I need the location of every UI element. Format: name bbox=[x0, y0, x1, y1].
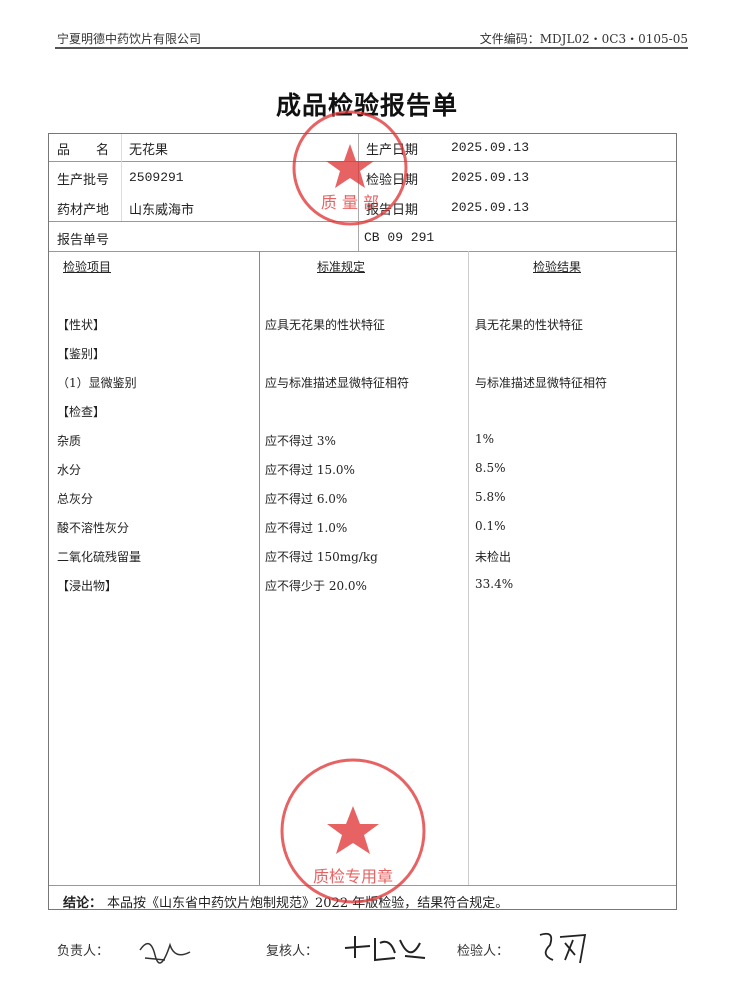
reviewer-label: 复核人： bbox=[266, 944, 319, 959]
row-result: 具无花果的性状特征 bbox=[475, 318, 584, 332]
row-item: 水分 bbox=[57, 463, 82, 477]
row-result: 8.5% bbox=[475, 461, 506, 475]
row-item: （1）显微鉴别 bbox=[57, 376, 137, 390]
row-result: 5.8% bbox=[475, 490, 506, 504]
origin-label: 药材产地 bbox=[57, 203, 110, 218]
company-name: 宁夏明德中药饮片有限公司 bbox=[57, 32, 202, 46]
quality-inspection-stamp: 质检专用章 bbox=[280, 758, 426, 904]
responsible-label: 负责人： bbox=[57, 944, 110, 959]
conclusion-label: 结论： bbox=[63, 896, 103, 911]
quality-dept-stamp: 质 量 部 bbox=[292, 110, 408, 226]
row-item: 【性状】 bbox=[57, 318, 106, 332]
batch-label: 生产批号 bbox=[57, 173, 110, 188]
reviewer-signature bbox=[344, 936, 426, 962]
row-item: 二氧化硫残留量 bbox=[57, 550, 142, 564]
row-result: 33.4% bbox=[475, 577, 514, 591]
row-standard: 应与标准描述显微特征相符 bbox=[265, 376, 410, 390]
row-item: 【浸出物】 bbox=[57, 579, 118, 593]
row-item: 【鉴别】 bbox=[57, 347, 106, 361]
product-name: 无花果 bbox=[129, 143, 169, 158]
row-standard: 应具无花果的性状特征 bbox=[265, 318, 386, 332]
report-table: 品 名 无花果 生产批号 2509291 药材产地 山东威海市 生产日期 202… bbox=[48, 133, 677, 911]
responsible-signature bbox=[139, 942, 191, 964]
svg-text:质检专用章: 质检专用章 bbox=[313, 867, 393, 886]
row-standard: 应不得过 150mg/kg bbox=[265, 550, 378, 564]
row-result: 与标准描述显微特征相符 bbox=[475, 376, 608, 390]
production-date: 2025.09.13 bbox=[451, 140, 530, 155]
row-standard: 应不得过 3% bbox=[265, 434, 336, 448]
svg-text:质 量 部: 质 量 部 bbox=[321, 193, 379, 212]
row-item: 总灰分 bbox=[57, 492, 94, 506]
row-result: 1% bbox=[475, 432, 495, 446]
origin: 山东威海市 bbox=[129, 203, 195, 218]
document-code: 文件编码：MDJL02・0C3・0105-05 bbox=[479, 32, 688, 46]
report-number: CB 09 291 bbox=[364, 230, 435, 245]
column-header-item: 检验项目 bbox=[63, 260, 112, 274]
report-date: 2025.09.13 bbox=[451, 200, 530, 215]
row-result: 未检出 bbox=[475, 550, 512, 564]
inspector-signature bbox=[539, 932, 587, 964]
row-standard: 应不得过 15.0% bbox=[265, 463, 355, 477]
report-date-label: 报告日期 bbox=[366, 203, 419, 218]
row-item: 酸不溶性灰分 bbox=[57, 521, 130, 535]
row-standard: 应不得少于 20.0% bbox=[265, 579, 367, 593]
batch-number: 2509291 bbox=[129, 170, 184, 185]
report-number-label: 报告单号 bbox=[57, 233, 110, 248]
row-item: 杂质 bbox=[57, 434, 82, 448]
test-date: 2025.09.13 bbox=[451, 170, 530, 185]
column-header-standard: 标准规定 bbox=[317, 260, 366, 274]
product-name-label: 品 名 bbox=[57, 143, 110, 158]
row-standard: 应不得过 6.0% bbox=[265, 492, 348, 506]
inspector-label: 检验人： bbox=[457, 944, 510, 959]
row-result: 0.1% bbox=[475, 519, 506, 533]
row-standard: 应不得过 1.0% bbox=[265, 521, 348, 535]
conclusion-text: 本品按《山东省中药饮片炮制规范》2022 年版检验，结果符合规定。 bbox=[107, 896, 509, 911]
column-header-result: 检验结果 bbox=[533, 260, 582, 274]
row-item: 【检查】 bbox=[57, 405, 106, 419]
header-divider bbox=[55, 47, 688, 49]
